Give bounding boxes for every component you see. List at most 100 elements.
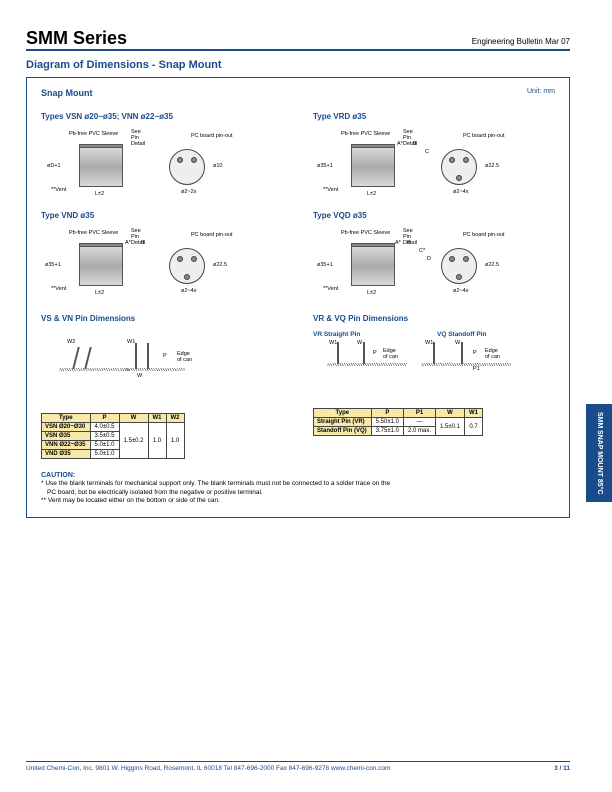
th: W: [436, 409, 465, 418]
tab-line2: SNAP MOUNT 85°C: [595, 430, 603, 495]
vsn-diagram: Pb-free PVC Sleeve See Pin Detail PC boa…: [41, 129, 283, 197]
holes-label: ø2~2x: [181, 189, 196, 195]
series-title: SMM Series: [26, 28, 472, 49]
p1-label: P1: [473, 366, 480, 372]
td: 0.7: [464, 418, 482, 436]
vqd-type-label: Type VQD ø35: [313, 211, 555, 220]
c-label: C*: [419, 248, 425, 254]
table-vrvq: TypePP1WW1 Straight Pin (VR)5.50±1.0—1.5…: [313, 408, 483, 436]
td: 1.0: [166, 423, 184, 459]
sleeve-label: Pb-free PVC Sleeve: [341, 230, 390, 236]
footprint-circle: [169, 149, 205, 185]
td: —: [403, 418, 435, 427]
pin-icon: [337, 342, 339, 364]
hole-icon: [449, 157, 455, 163]
td: 1.5±0.2: [119, 423, 148, 459]
hatch-icon: [59, 368, 129, 371]
capacitor-body: [351, 246, 395, 286]
b-label: B: [141, 240, 145, 246]
th: W: [119, 414, 148, 423]
unit-label: Unit: mm: [527, 88, 555, 95]
hole-icon: [456, 274, 462, 280]
sub-labels: VR Straight Pin VQ Standoff Pin: [313, 331, 555, 338]
sleeve-label: Pb-free PVC Sleeve: [341, 131, 390, 137]
diagram-row-1: Types VSN ø20~ø35; VNN ø22~ø35 Pb-free P…: [41, 112, 555, 197]
a-label: A*: [395, 240, 401, 246]
hatch-icon: [125, 368, 185, 371]
td: 1.5±0.1: [436, 418, 465, 436]
edge-label: Edge of can: [177, 351, 192, 363]
vqd-panel: Type VQD ø35 Pb-free PVC Sleeve See Pin …: [313, 211, 555, 296]
hatch-icon: [327, 363, 407, 366]
vq-sub: VQ Standoff Pin: [437, 331, 555, 338]
vent-label: **Vent: [51, 286, 66, 292]
dia-label: ø35+1: [45, 262, 61, 268]
p-label: P: [473, 350, 477, 356]
page-number: 3 / 11: [554, 765, 570, 772]
board-label: PC board pin-out: [463, 232, 505, 238]
caution-heading: CAUTION:: [41, 471, 555, 480]
edge-label: Edge of can: [383, 348, 398, 360]
pitch-label: ø22.5: [213, 262, 227, 268]
side-tab: SMM SNAP MOUNT 85°C: [586, 404, 612, 502]
td: 5.0±1.0: [90, 450, 119, 459]
hole-icon: [177, 157, 183, 163]
caution-line: ** Vent may be located either on the bot…: [41, 497, 555, 505]
th: W1: [464, 409, 482, 418]
a-label: A*: [397, 141, 403, 147]
hole-icon: [191, 256, 197, 262]
bulletin-date: Engineering Bulletin Mar 07: [472, 37, 570, 46]
th: Type: [314, 409, 372, 418]
vrd-type-label: Type VRD ø35: [313, 112, 555, 121]
pin-icon: [461, 342, 463, 364]
w-label: W: [137, 373, 142, 379]
pin-detail-label: See Pin Detail: [131, 129, 145, 147]
pin-icon: [84, 347, 91, 369]
pin-icon: [433, 342, 435, 364]
td: Straight Pin (VR): [314, 418, 372, 427]
len-label: L±2: [367, 290, 376, 296]
footprint-circle: [169, 248, 205, 284]
vs-vn-pins: VS & VN Pin Dimensions W2 W1 P Edge of c…: [41, 314, 283, 459]
th: P: [90, 414, 119, 423]
vnd-diagram: Pb-free PVC Sleeve See Pin Detail PC boa…: [41, 228, 283, 296]
td: VSN Ø35: [42, 432, 91, 441]
td: 3.5±0.5: [90, 432, 119, 441]
w2-label: W2: [67, 339, 75, 345]
w1-label: W1: [329, 340, 337, 346]
capacitor-body: [79, 246, 123, 286]
footprint-circle: [441, 248, 477, 284]
vsn-type-label: Types VSN ø20~ø35; VNN ø22~ø35: [41, 112, 283, 121]
caution-line: PC board, but be electrically isolated f…: [41, 489, 555, 497]
table-vsvn: TypePWW1W2 VSN Ø20~Ø304.0±0.51.5±0.21.01…: [41, 413, 185, 459]
a-label: A*: [125, 240, 131, 246]
caution-block: CAUTION: * Use the blank terminals for m…: [41, 471, 555, 505]
b-label: B: [413, 141, 417, 147]
td: VNN Ø22~Ø35: [42, 441, 91, 450]
len-label: L±2: [95, 191, 104, 197]
vr-sub: VR Straight Pin: [313, 331, 431, 338]
td: 5.50±1.0: [371, 418, 403, 427]
board-label: PC board pin-out: [191, 232, 233, 238]
holes-label: ø2~4x: [453, 288, 468, 294]
dia-label: ø35+1: [317, 262, 333, 268]
edge-label: Edge of can: [485, 348, 500, 360]
td: 1.0: [148, 423, 166, 459]
hole-icon: [463, 256, 469, 262]
section-subtitle: Diagram of Dimensions - Snap Mount: [26, 59, 570, 71]
p-label: P: [373, 350, 377, 356]
hole-icon: [191, 157, 197, 163]
td: 5.0±1.0: [90, 441, 119, 450]
b-label: B: [407, 240, 411, 246]
vsvn-label: VS & VN Pin Dimensions: [41, 314, 283, 323]
board-label: PC board pin-out: [191, 133, 233, 139]
hole-icon: [177, 256, 183, 262]
snap-mount-label: Snap Mount: [41, 88, 93, 98]
dia-label: øD+1: [47, 163, 61, 169]
hole-icon: [184, 274, 190, 280]
vsn-panel: Types VSN ø20~ø35; VNN ø22~ø35 Pb-free P…: [41, 112, 283, 197]
len-label: L±2: [367, 191, 376, 197]
sleeve-label: Pb-free PVC Sleeve: [69, 230, 118, 236]
footprint-circle: [441, 149, 477, 185]
vent-label: **Vent: [51, 187, 66, 193]
